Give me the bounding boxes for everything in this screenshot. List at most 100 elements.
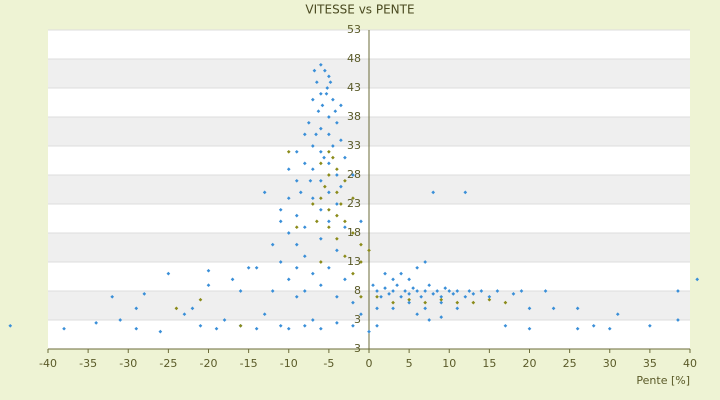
scatter-point <box>335 213 339 218</box>
scatter-point <box>320 103 325 108</box>
scatter-point <box>415 265 419 270</box>
scatter-point <box>551 306 556 311</box>
scatter-point <box>286 167 291 172</box>
scatter-point <box>286 196 291 201</box>
scatter-point <box>238 289 243 293</box>
scatter-point <box>415 312 419 317</box>
scatter-point <box>319 196 323 201</box>
scatter-point <box>286 231 291 235</box>
y-tick-label: 43 <box>347 81 361 94</box>
scatter-point <box>343 219 347 224</box>
scatter-point <box>324 91 329 96</box>
scatter-point <box>455 289 460 293</box>
scatter-point <box>294 265 299 270</box>
scatter-point <box>335 294 339 299</box>
scatter-point <box>294 225 299 230</box>
scatter-point <box>198 323 203 328</box>
scatter-point <box>415 289 419 293</box>
scatter-point <box>142 292 147 296</box>
y-tick-label: 8 <box>354 284 361 297</box>
scatter-point <box>198 297 203 302</box>
scatter-point <box>319 236 323 241</box>
scatter-point <box>407 297 411 302</box>
scatter-point <box>302 225 307 230</box>
scatter-point <box>327 219 331 224</box>
scatter-point <box>327 115 331 119</box>
scatter-point <box>335 236 339 241</box>
scatter-point <box>527 306 532 311</box>
scatter-point <box>222 318 227 322</box>
scatter-point <box>331 144 335 148</box>
scatter-point <box>343 178 347 183</box>
scatter-point <box>319 207 323 212</box>
x-tick-label: 25 <box>563 357 577 370</box>
scatter-point <box>314 132 318 137</box>
scatter-point <box>323 184 327 189</box>
y-tick-label: 3 <box>354 313 361 326</box>
scatter-point <box>331 155 335 160</box>
scatter-point <box>310 167 315 172</box>
scatter-point <box>519 289 524 293</box>
scatter-point <box>327 132 331 137</box>
scatter-point <box>302 323 307 328</box>
scatter-point <box>343 277 347 282</box>
scatter-point <box>431 190 436 195</box>
scatter-point <box>310 97 315 102</box>
scatter-point <box>278 260 283 264</box>
scatter-point <box>262 312 267 317</box>
scatter-point <box>407 292 411 296</box>
x-tick-label: 35 <box>643 357 657 370</box>
scatter-point <box>375 323 379 328</box>
scatter-point <box>110 294 115 299</box>
scatter-point <box>310 318 315 322</box>
x-tick-label: 15 <box>482 357 496 370</box>
scatter-point <box>254 326 259 331</box>
scatter-point <box>615 312 620 317</box>
scatter-point <box>439 315 444 319</box>
scatter-point <box>182 312 187 317</box>
scatter-point <box>206 268 211 273</box>
scatter-point <box>543 289 548 293</box>
y-tick-label: 53 <box>347 23 361 36</box>
scatter-point <box>427 283 432 288</box>
scatter-point <box>503 323 508 328</box>
scatter-point <box>327 190 331 195</box>
y-tick-label: 33 <box>347 139 361 152</box>
scatter-point <box>367 248 371 253</box>
scatter-point <box>333 109 338 114</box>
scatter-point <box>351 300 355 305</box>
scatter-point <box>343 254 347 259</box>
scatter-point <box>306 120 311 125</box>
scatter-point <box>319 62 323 67</box>
scatter-point <box>286 326 291 331</box>
scatter-point <box>495 289 500 293</box>
scatter-point <box>319 91 323 96</box>
scatter-point <box>335 190 339 195</box>
scatter-point <box>254 265 259 270</box>
scatter-point <box>439 294 444 299</box>
scatter-point <box>383 271 387 276</box>
scatter-point <box>371 283 375 288</box>
scatter-point <box>375 289 379 293</box>
scatter-point <box>403 289 407 293</box>
scatter-point <box>327 161 331 166</box>
scatter-point <box>455 306 460 311</box>
scatter-point <box>319 126 323 131</box>
scatter-point <box>591 323 596 328</box>
scatter-point <box>423 260 428 264</box>
scatter-point <box>328 80 333 85</box>
x-tick-label: -35 <box>79 357 97 370</box>
x-tick-label: 5 <box>406 357 413 370</box>
scatter-point <box>439 297 444 302</box>
scatter-point <box>451 292 456 296</box>
scatter-point <box>407 277 411 282</box>
scatter-point <box>375 294 379 299</box>
scatter-point <box>439 300 444 305</box>
scatter-point <box>343 155 347 160</box>
scatter-point <box>375 306 379 311</box>
scatter-point <box>310 202 315 206</box>
scatter-point <box>327 207 331 212</box>
scatter-point <box>423 289 428 293</box>
scatter-point <box>471 300 476 305</box>
